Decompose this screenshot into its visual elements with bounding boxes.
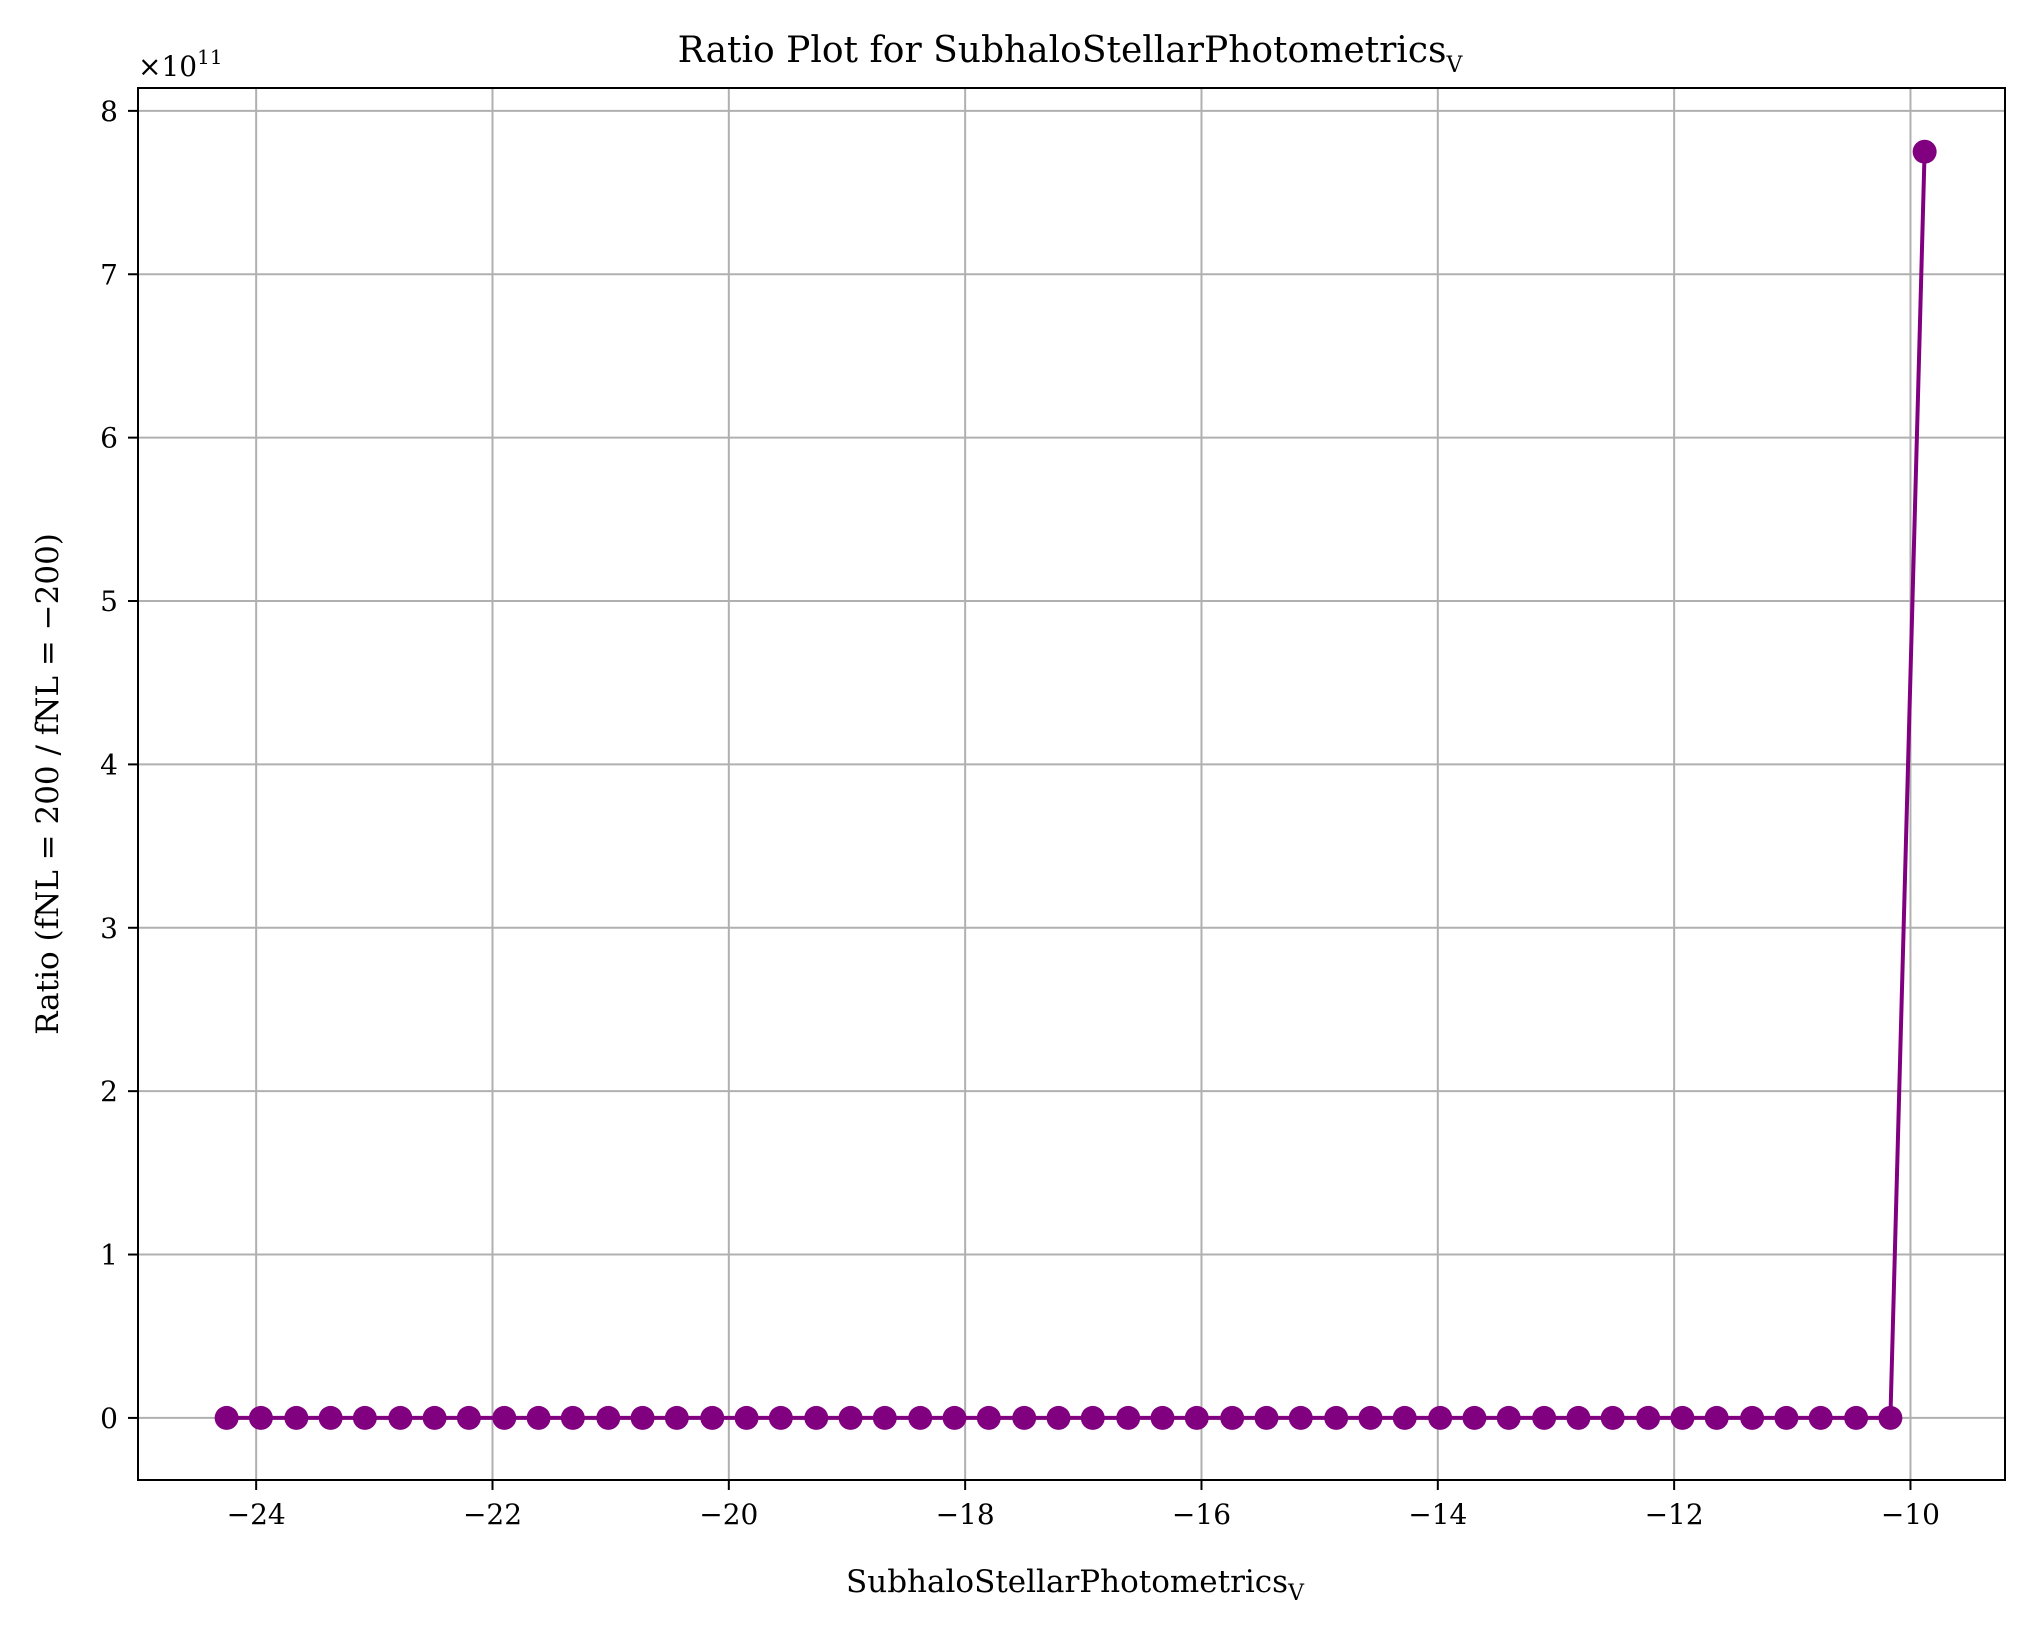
data-point <box>664 1405 689 1430</box>
chart-title-main: Ratio Plot for SubhaloStellarPhotometric… <box>678 30 1447 71</box>
chart-title-subscript: V <box>1445 53 1463 78</box>
data-point <box>630 1405 655 1430</box>
data-point <box>1150 1405 1175 1430</box>
data-point <box>1912 139 1937 164</box>
data-point <box>976 1405 1001 1430</box>
data-point <box>1254 1405 1279 1430</box>
plot-frame <box>137 87 2006 1481</box>
y-tick-label: 4 <box>100 748 118 781</box>
chart-title: Ratio Plot for SubhaloStellarPhotometric… <box>678 30 1464 78</box>
data-point <box>1532 1405 1557 1430</box>
data-point <box>1704 1405 1729 1430</box>
data-point <box>1462 1405 1487 1430</box>
x-tick-label: −12 <box>1645 1498 1704 1531</box>
data-point <box>422 1405 447 1430</box>
data-point <box>838 1405 863 1430</box>
x-tick-label: −14 <box>1408 1498 1467 1531</box>
y-tick-label: 3 <box>100 912 118 945</box>
data-point <box>1600 1405 1625 1430</box>
y-tick-label: 7 <box>100 258 118 291</box>
grid <box>138 88 2005 1480</box>
data-point <box>1184 1405 1209 1430</box>
data-point <box>1670 1405 1695 1430</box>
data-point <box>804 1405 829 1430</box>
x-axis-label: SubhaloStellarPhotometricsV <box>846 1564 1305 1606</box>
data-point <box>1116 1405 1141 1430</box>
data-point <box>388 1405 413 1430</box>
data-point <box>492 1405 517 1430</box>
data-point <box>1774 1405 1799 1430</box>
data-point <box>1566 1405 1591 1430</box>
data-point <box>1220 1405 1245 1430</box>
y-tick-label: 1 <box>100 1239 118 1272</box>
data-point <box>456 1405 481 1430</box>
ticks: −24 −22 −20 −18 −16 −14 −12 −10 0 1 2 3 4 5 6 7 8 <box>100 95 1940 1531</box>
data-point <box>352 1405 377 1430</box>
y-axis-label: Ratio (fNL = 200 / fNL = −200) <box>30 533 66 1035</box>
data-point <box>1080 1405 1105 1430</box>
data-point <box>1808 1405 1833 1430</box>
data-point <box>734 1405 759 1430</box>
data-point <box>1844 1405 1869 1430</box>
x-tick-label: −16 <box>1172 1498 1231 1531</box>
data-point <box>596 1405 621 1430</box>
data-point <box>872 1405 897 1430</box>
data-point <box>1878 1405 1903 1430</box>
data-point <box>1428 1405 1453 1430</box>
y-tick-label: 0 <box>100 1402 118 1435</box>
data-point <box>284 1405 309 1430</box>
data-point <box>1288 1405 1313 1430</box>
x-tick-label: −24 <box>227 1498 286 1531</box>
data-point <box>248 1405 273 1430</box>
y-tick-label: 5 <box>100 585 118 618</box>
data-point <box>1636 1405 1661 1430</box>
y-offset-exponent: 11 <box>197 45 222 69</box>
y-offset-label: ×1011 <box>138 45 223 83</box>
data-point <box>560 1405 585 1430</box>
data-point <box>768 1405 793 1430</box>
data-point <box>700 1405 725 1430</box>
y-offset-base: ×10 <box>138 50 197 83</box>
data-point <box>526 1405 551 1430</box>
series-layer <box>214 139 1937 1430</box>
data-point <box>1358 1405 1383 1430</box>
data-point <box>1740 1405 1765 1430</box>
data-point <box>908 1405 933 1430</box>
x-tick-label: −20 <box>699 1498 758 1531</box>
data-point <box>1012 1405 1037 1430</box>
x-axis-label-subscript: V <box>1287 1581 1305 1606</box>
data-point <box>1392 1405 1417 1430</box>
x-tick-label: −18 <box>936 1498 995 1531</box>
x-tick-label: −10 <box>1881 1498 1940 1531</box>
x-axis-label-main: SubhaloStellarPhotometrics <box>846 1564 1288 1600</box>
x-tick-label: −22 <box>463 1498 522 1531</box>
y-tick-label: 6 <box>100 422 118 455</box>
y-tick-label: 2 <box>100 1075 118 1108</box>
data-point <box>1324 1405 1349 1430</box>
data-point <box>942 1405 967 1430</box>
data-point <box>1046 1405 1071 1430</box>
data-point <box>318 1405 343 1430</box>
data-point <box>214 1405 239 1430</box>
y-tick-label: 8 <box>100 95 118 128</box>
data-point <box>1496 1405 1521 1430</box>
